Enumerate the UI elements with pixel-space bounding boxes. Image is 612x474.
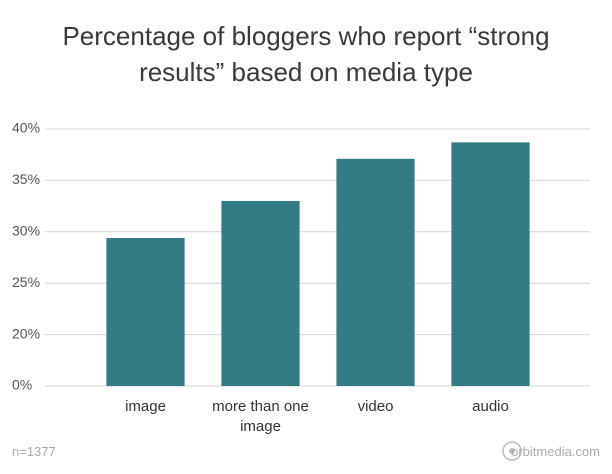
y-tick-label: 35% bbox=[12, 171, 40, 187]
y-tick-label: 30% bbox=[12, 223, 40, 239]
x-tick-label: more than one image bbox=[212, 398, 309, 435]
bar bbox=[336, 158, 415, 386]
y-tick-label: 25% bbox=[12, 274, 40, 290]
bar bbox=[451, 142, 530, 386]
bar bbox=[221, 200, 300, 386]
y-tick-label: 0% bbox=[12, 377, 32, 393]
logo bbox=[502, 441, 522, 461]
y-tick-label: 40% bbox=[12, 120, 40, 136]
chart-title: Percentage of bloggers who report “stron… bbox=[62, 21, 550, 87]
source: orbitmedia.com bbox=[511, 444, 600, 459]
sample-note: n=1377 bbox=[12, 444, 56, 459]
logo-dot bbox=[509, 448, 515, 454]
y-tick-label: 20% bbox=[12, 325, 40, 341]
x-tick-label: image bbox=[125, 398, 166, 415]
x-tick-label: audio bbox=[472, 398, 509, 415]
x-tick-label: video bbox=[357, 398, 394, 415]
bar bbox=[106, 237, 185, 386]
